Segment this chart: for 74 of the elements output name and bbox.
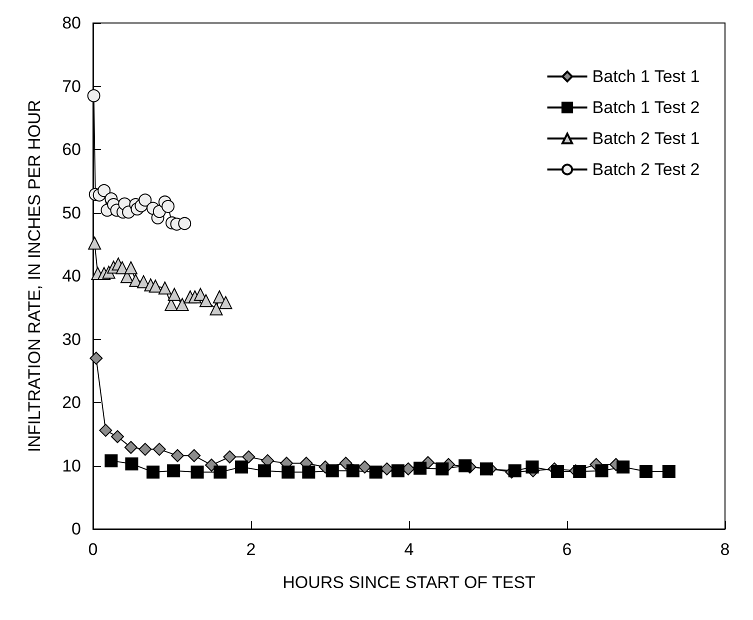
point <box>124 261 138 274</box>
point <box>99 424 112 437</box>
point <box>595 464 608 478</box>
point <box>210 302 223 316</box>
point <box>158 282 172 295</box>
point <box>508 464 522 478</box>
point <box>258 464 271 478</box>
y-tick-label: 30 <box>62 330 81 349</box>
point <box>176 298 189 311</box>
point <box>98 184 111 198</box>
y-tick-label: 20 <box>62 393 81 412</box>
point <box>326 464 339 478</box>
x-tick-label: 4 <box>404 540 414 559</box>
point <box>391 464 404 478</box>
y-tick-label: 0 <box>72 520 81 538</box>
point <box>90 352 103 365</box>
point <box>138 442 152 456</box>
point <box>138 194 152 207</box>
y-axis-title: INFILTRATION RATE, IN INCHES PER HOUR <box>25 100 44 452</box>
point <box>235 460 248 474</box>
point <box>662 464 676 478</box>
point <box>87 89 100 102</box>
point <box>125 457 138 470</box>
point <box>616 460 630 474</box>
point <box>188 449 201 462</box>
point <box>369 466 382 479</box>
point <box>162 200 175 213</box>
point <box>171 449 184 462</box>
y-tick-label: 40 <box>62 266 81 286</box>
point <box>212 290 226 304</box>
y-tick-label: 80 <box>62 14 81 32</box>
point <box>573 464 586 478</box>
point <box>152 442 166 456</box>
point <box>526 460 539 474</box>
point <box>104 454 118 468</box>
point <box>640 464 652 478</box>
point <box>146 466 160 479</box>
point <box>358 460 372 474</box>
point <box>148 280 162 293</box>
x-tick-label: 8 <box>720 540 730 559</box>
x-axis-title: HOURS SINCE START OF TEST <box>282 573 536 592</box>
point <box>205 458 218 472</box>
point <box>242 450 256 464</box>
y-tick-label: 60 <box>62 140 81 159</box>
point <box>199 294 212 308</box>
point <box>124 440 138 454</box>
point <box>339 456 352 470</box>
point <box>414 462 427 475</box>
point <box>167 464 180 478</box>
point <box>551 464 564 478</box>
legend-label: Batch 2 Test 2 <box>592 160 700 179</box>
point <box>168 288 181 301</box>
legend-label: Batch 2 Test 1 <box>592 129 700 148</box>
point <box>214 466 227 479</box>
point <box>480 462 493 476</box>
legend-label: Batch 1 Test 2 <box>592 98 700 117</box>
point <box>282 466 295 479</box>
x-tick-label: 2 <box>246 540 256 559</box>
point <box>178 217 192 230</box>
point <box>190 466 204 479</box>
y-tick-label: 10 <box>62 456 81 476</box>
point <box>458 459 472 472</box>
point <box>223 450 236 464</box>
point <box>88 236 102 250</box>
legend-label: Batch 1 Test 1 <box>592 67 700 86</box>
point <box>219 296 232 310</box>
point <box>346 464 360 478</box>
point <box>302 466 316 479</box>
y-tick-label: 70 <box>62 76 81 96</box>
y-tick-label: 50 <box>62 203 81 222</box>
point <box>436 462 449 476</box>
point <box>110 430 124 444</box>
x-tick-label: 0 <box>88 540 98 559</box>
x-tick-label: 6 <box>562 540 572 559</box>
